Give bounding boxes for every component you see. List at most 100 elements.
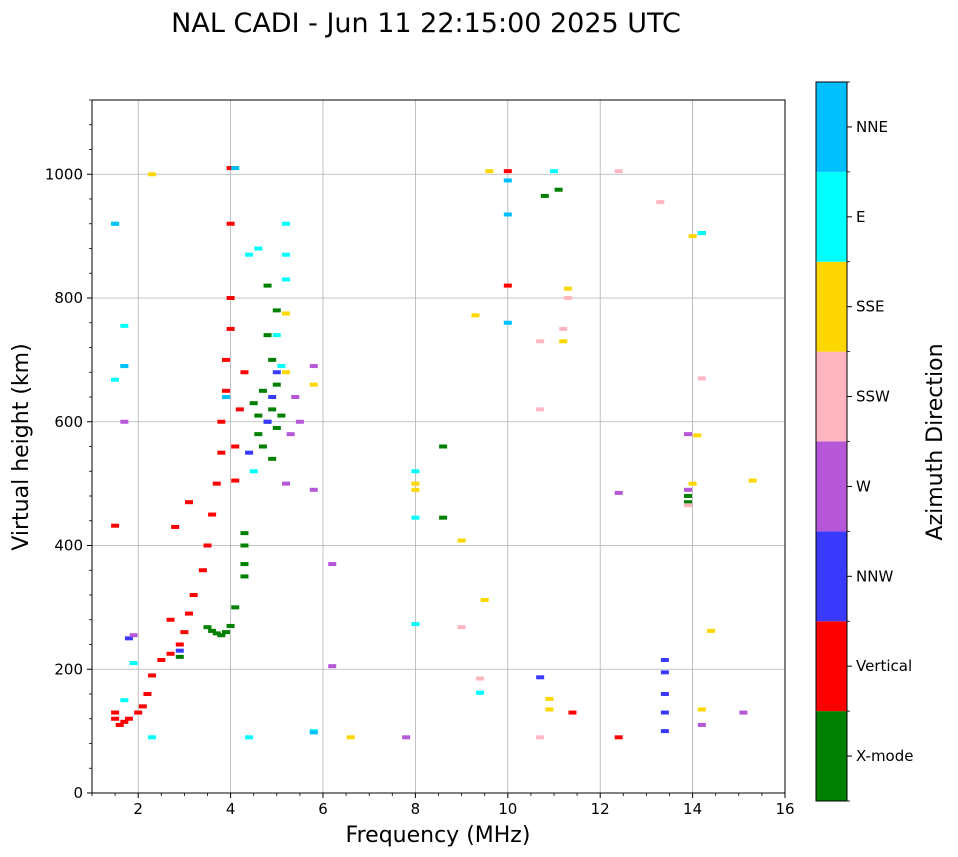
data-point-x-mode: [268, 407, 277, 412]
data-point-x-mode: [263, 283, 272, 288]
data-point-sse: [471, 313, 480, 318]
colorbar-label-x-mode: X-mode: [856, 747, 913, 765]
data-point-vertical: [166, 617, 175, 622]
data-point-nnw: [660, 692, 669, 696]
data-point-sse: [411, 481, 420, 486]
data-point-w: [614, 490, 623, 495]
colorbar-segment-e: [816, 171, 847, 262]
colorbar-label: Azimuth Direction: [923, 343, 948, 540]
data-point-w: [683, 487, 692, 492]
data-point-w: [286, 432, 295, 437]
data-point-w: [309, 487, 318, 492]
data-point-vertical: [120, 719, 129, 724]
data-point-x-mode: [272, 382, 281, 387]
data-point-sse: [697, 707, 706, 712]
data-point-ssw: [697, 376, 706, 381]
x-tick-label: 6: [318, 800, 328, 818]
colorbar-label-w: W: [856, 477, 871, 495]
data-point-x-mode: [272, 308, 281, 313]
data-point-ssw: [563, 296, 572, 300]
data-point-ssw: [457, 625, 466, 630]
data-point-x-mode: [263, 333, 272, 338]
data-point-vertical: [240, 370, 249, 375]
data-point-vertical: [226, 296, 235, 300]
data-point-sse: [545, 707, 554, 712]
data-point-e: [697, 231, 706, 236]
data-point-sse: [148, 172, 157, 177]
data-point-x-mode: [175, 654, 184, 659]
grid-lines: [92, 100, 786, 793]
data-point-x-mode: [240, 574, 249, 579]
data-point-vertical: [111, 523, 120, 528]
colorbar-segment-vertical: [816, 621, 847, 712]
data-point-vertical: [221, 357, 230, 362]
data-point-ssw: [683, 503, 692, 508]
data-point-w: [328, 562, 337, 567]
data-point-w: [282, 481, 291, 486]
data-point-x-mode: [258, 388, 267, 393]
data-point-e: [254, 246, 263, 251]
data-point-vertical: [198, 568, 207, 573]
data-point-vertical: [614, 735, 623, 740]
data-point-vertical: [503, 169, 512, 174]
data-point-x-mode: [208, 628, 217, 633]
data-point-e: [550, 169, 558, 174]
x-tick-label: 4: [226, 800, 236, 818]
y-tick-label: 800: [54, 289, 83, 307]
data-point-sse: [309, 382, 318, 387]
data-point-vertical: [212, 481, 221, 486]
data-point-vertical: [568, 710, 577, 715]
data-point-e: [129, 661, 138, 666]
y-tick-label: 400: [54, 537, 83, 555]
data-point-sse: [282, 311, 291, 316]
colorbar-segment-w: [816, 441, 847, 532]
data-point-w: [129, 633, 138, 638]
data-point-vertical: [226, 166, 235, 171]
data-point-sse: [563, 286, 572, 291]
data-point-vertical: [226, 221, 235, 226]
data-point-w: [697, 722, 706, 727]
data-point-vertical: [203, 543, 212, 548]
data-point-x-mode: [683, 494, 692, 498]
y-tick-label: 1000: [45, 165, 83, 183]
data-point-x-mode: [240, 531, 249, 536]
data-point-w: [291, 395, 300, 399]
data-point-vertical: [189, 593, 198, 597]
data-point-x-mode: [203, 625, 212, 630]
data-point-e: [277, 364, 286, 369]
plot-frame: [91, 99, 786, 794]
data-point-vertical: [226, 326, 235, 331]
data-point-vertical: [208, 512, 217, 517]
colorbar-label-sse: SSE: [856, 298, 885, 316]
data-point-x-mode: [221, 630, 230, 635]
data-point-w: [309, 364, 318, 369]
y-tick-label: 200: [54, 660, 83, 678]
data-point-w: [328, 664, 337, 669]
data-point-e: [249, 469, 258, 474]
data-point-ssw: [536, 407, 545, 412]
data-points: [111, 166, 757, 740]
data-point-x-mode: [540, 193, 549, 198]
x-axis-ticks: 2 4 6 8 10 12 14 16: [91, 793, 795, 818]
data-point-w: [683, 432, 692, 437]
data-point-nnw: [536, 675, 545, 680]
data-point-e: [111, 377, 120, 382]
data-point-e: [272, 333, 281, 338]
data-point-e: [411, 515, 420, 520]
data-point-vertical: [157, 657, 166, 662]
data-point-sse: [748, 478, 757, 483]
data-point-e: [120, 698, 129, 703]
data-point-x-mode: [226, 623, 235, 628]
data-point-x-mode: [249, 401, 258, 406]
data-point-x-mode: [254, 413, 263, 418]
data-point-nne: [111, 221, 120, 226]
data-point-sse: [688, 234, 697, 239]
data-point-e: [476, 690, 485, 695]
data-point-nne: [503, 178, 512, 183]
data-point-e: [282, 252, 291, 257]
data-point-sse: [545, 696, 554, 701]
data-point-x-mode: [272, 425, 281, 430]
data-point-vertical: [134, 710, 143, 715]
data-point-x-mode: [277, 413, 286, 418]
